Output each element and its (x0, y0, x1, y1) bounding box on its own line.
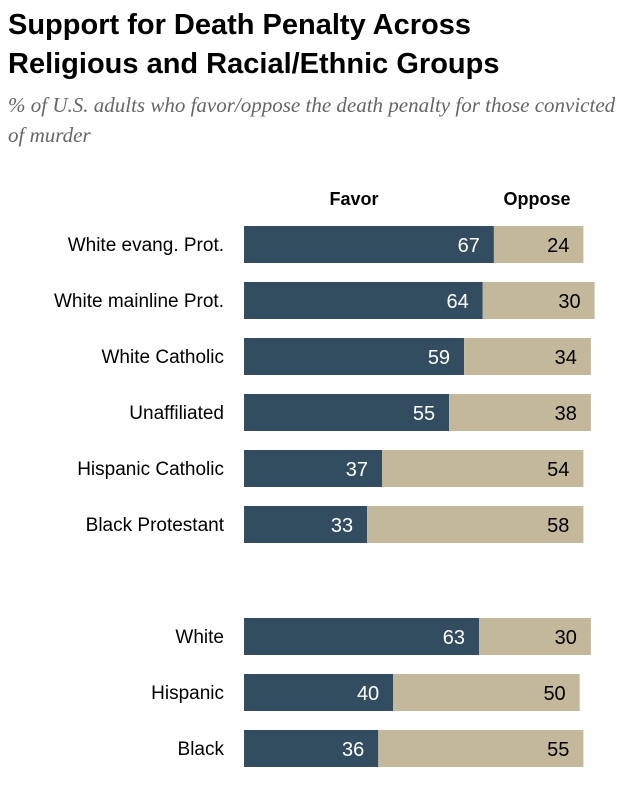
value-favor: 59 (428, 347, 450, 369)
bar-oppose (367, 506, 584, 543)
bar-favor (244, 394, 450, 431)
chart-title: Support for Death Penalty Across Religio… (8, 9, 500, 80)
legend-favor: Favor (329, 189, 378, 209)
value-oppose: 55 (547, 739, 569, 761)
bar-oppose (478, 618, 591, 655)
value-favor: 33 (331, 515, 353, 537)
bar-oppose (449, 394, 591, 431)
category-label: Unaffiliated (129, 403, 224, 424)
chart-subtitle: % of U.S. adults who favor/oppose the de… (8, 93, 616, 147)
value-oppose: 38 (555, 403, 577, 425)
value-oppose: 30 (555, 627, 577, 649)
bar-oppose (382, 450, 584, 487)
value-favor: 67 (458, 235, 480, 257)
value-oppose: 58 (547, 515, 569, 537)
value-favor: 63 (443, 627, 465, 649)
value-favor: 40 (357, 683, 379, 705)
value-oppose: 30 (558, 291, 580, 313)
value-oppose: 54 (547, 459, 569, 481)
bar-favor (244, 730, 379, 767)
category-label: Black (178, 739, 225, 760)
category-label: Black Protestant (86, 515, 225, 536)
category-label: White (175, 627, 224, 648)
category-label: White mainline Prot. (54, 291, 224, 312)
value-favor: 37 (346, 459, 368, 481)
bar-favor (244, 506, 368, 543)
bar-favor (244, 226, 494, 263)
value-favor: 36 (342, 739, 364, 761)
value-oppose: 24 (547, 235, 569, 257)
value-favor: 55 (413, 403, 435, 425)
bar-oppose (378, 730, 584, 767)
value-oppose: 34 (555, 347, 577, 369)
bar-favor (244, 338, 465, 375)
category-label: Hispanic (151, 683, 224, 704)
category-label: White Catholic (102, 347, 225, 368)
category-label: White evang. Prot. (68, 235, 224, 256)
bar-oppose (393, 674, 580, 711)
bar-oppose (493, 226, 584, 263)
bar-favor (244, 450, 383, 487)
legend-oppose: Oppose (503, 189, 570, 209)
bar-favor (244, 674, 394, 711)
category-label: Hispanic Catholic (77, 459, 224, 480)
bar-oppose (482, 282, 595, 319)
value-oppose: 50 (543, 683, 565, 705)
bar-favor (244, 618, 479, 655)
value-favor: 64 (446, 291, 468, 313)
bar-oppose (464, 338, 591, 375)
bar-favor (244, 282, 483, 319)
